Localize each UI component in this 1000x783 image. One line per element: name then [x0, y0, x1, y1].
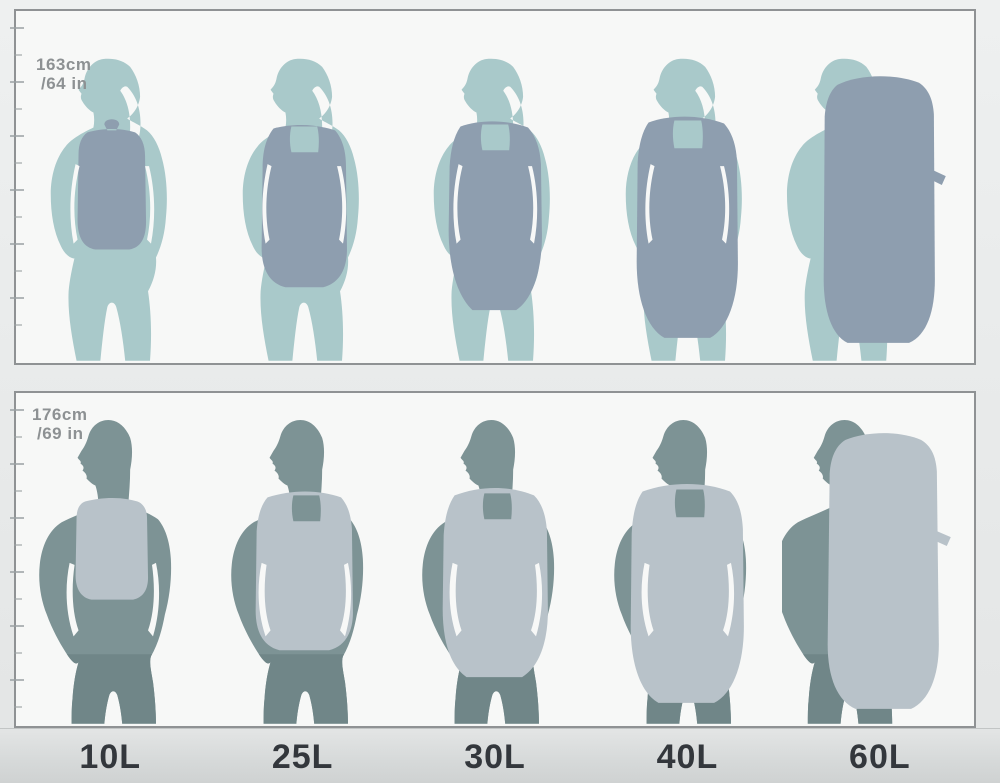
ruler-tick [10, 571, 24, 573]
ruler-tick [14, 598, 22, 600]
woman-silhouette-40l [625, 58, 742, 362]
women-figures-row [16, 11, 974, 363]
size-label-25l: 25L [271, 737, 334, 776]
backpack-40l-shape [636, 116, 738, 339]
strap-notch [291, 495, 321, 522]
man-pants [39, 654, 172, 725]
ruler-tick [14, 652, 22, 654]
height-in: /64 in [41, 74, 88, 93]
strap-nub [936, 531, 952, 547]
strap-notch [674, 489, 705, 518]
ruler-tick [14, 108, 22, 110]
backpack-60l-shape [828, 433, 940, 710]
height-ruler [10, 11, 46, 363]
height-cm: 176cm [32, 405, 88, 424]
ruler-tick [10, 27, 24, 29]
woman-25l-figure [208, 53, 400, 363]
man-silhouette-30l [422, 420, 555, 725]
height-cm: 163cm [36, 55, 92, 74]
man-40l-figure [591, 416, 783, 726]
ruler-tick [14, 490, 22, 492]
height-ruler [10, 393, 46, 726]
backpack-10l-shape [75, 498, 149, 600]
ruler-tick [10, 189, 24, 191]
men-figures-row [16, 393, 974, 726]
man-25l-figure [208, 416, 400, 726]
woman-silhouette-30l [433, 58, 551, 362]
ruler-tick [10, 297, 24, 299]
strap-notch [289, 126, 319, 153]
ruler-tick [10, 243, 24, 245]
strap-notch [483, 493, 513, 520]
woman-30l-figure [399, 53, 591, 363]
ruler-tick [10, 463, 24, 465]
height-label-women: 163cm /64 in [36, 55, 91, 93]
man-silhouette-60l [782, 420, 952, 725]
ruler-tick [14, 270, 22, 272]
ruler-tick [10, 81, 24, 83]
man-silhouette-10l [39, 420, 172, 725]
woman-10l-figure [16, 53, 208, 363]
ruler-tick [14, 706, 22, 708]
man-30l-figure [399, 416, 591, 726]
man-60l-figure [782, 416, 974, 726]
ruler-tick [14, 54, 22, 56]
panel-men-sizes: 176cm /69 in [10, 391, 976, 728]
woman-60l-figure [782, 53, 974, 363]
ruler-tick [10, 517, 24, 519]
height-label-men: 176cm /69 in [32, 405, 87, 443]
size-label-10l: 10L [79, 737, 141, 776]
strap-notch [481, 124, 511, 151]
ruler-tick [10, 135, 24, 137]
size-label-60l: 60L [849, 737, 911, 776]
woman-40l-figure [591, 53, 783, 363]
strap-nub [932, 170, 947, 186]
backpack-25l-shape [261, 125, 347, 288]
ruler-tick [10, 409, 24, 411]
ruler-tick [10, 625, 24, 627]
backpack-30l-shape [448, 121, 543, 311]
size-labels-row: 10L 25L 30L 40L 60L [14, 729, 976, 783]
woman-silhouette-10l [50, 58, 167, 362]
backpack-30l-shape [442, 488, 549, 678]
ruler-tick [14, 324, 22, 326]
backpack-60l-shape [824, 76, 936, 344]
backpack-40l-shape [630, 484, 744, 704]
height-in: /69 in [37, 424, 84, 443]
size-label-band: 10L 25L 30L 40L 60L [0, 728, 1000, 783]
woman-silhouette-25l [242, 58, 359, 362]
woman-silhouette-60l [787, 58, 947, 362]
man-pants [230, 654, 363, 725]
strap-notch [672, 120, 703, 149]
ruler-tick [14, 436, 22, 438]
man-10l-figure [16, 416, 208, 726]
man-silhouette-25l [230, 420, 363, 725]
size-label-40l: 40L [656, 737, 719, 776]
backpack-10l-shape [77, 119, 147, 250]
panel-women-sizes: 163cm /64 in [10, 9, 976, 365]
backpack-25l-shape [255, 491, 353, 651]
man-silhouette-40l [613, 420, 746, 725]
ruler-tick [14, 162, 22, 164]
ruler-tick [10, 679, 24, 681]
size-label-30l: 30L [464, 737, 526, 776]
ruler-tick [14, 544, 22, 546]
ruler-tick [14, 216, 22, 218]
